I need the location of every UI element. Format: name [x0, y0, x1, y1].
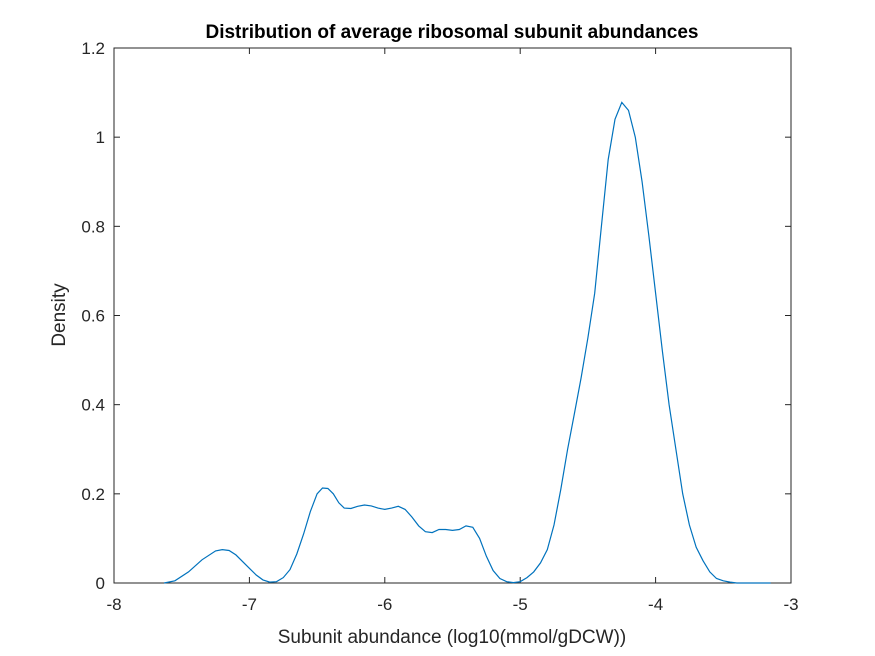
y-tick-label: 1.2	[81, 39, 105, 58]
density-line	[163, 101, 771, 584]
y-tick-label: 0	[96, 574, 105, 593]
x-tick-label: -3	[783, 595, 798, 614]
y-axis-label: Density	[49, 283, 70, 347]
y-tick-label: 0.2	[81, 485, 105, 504]
x-tick-label: -6	[377, 595, 392, 614]
x-tick-label: -4	[648, 595, 663, 614]
y-tick-label: 1	[96, 128, 105, 147]
x-axis-ticks: -8 -7 -6 -5 -4 -3	[106, 48, 799, 614]
y-axis-ticks: 0 0.2 0.4 0.6 0.8 1 1.2	[81, 39, 791, 593]
plot-area	[113, 47, 792, 584]
y-tick-label: 0.8	[81, 217, 105, 236]
x-tick-label: -7	[242, 595, 257, 614]
x-tick-label: -5	[513, 595, 528, 614]
x-axis-label: Subunit abundance (log10(mmol/gDCW))	[278, 627, 627, 648]
x-tick-label: -8	[106, 595, 121, 614]
y-tick-label: 0.6	[81, 307, 105, 326]
y-tick-label: 0.4	[81, 396, 105, 415]
chart-title: Distribution of average ribosomal subuni…	[205, 22, 698, 43]
